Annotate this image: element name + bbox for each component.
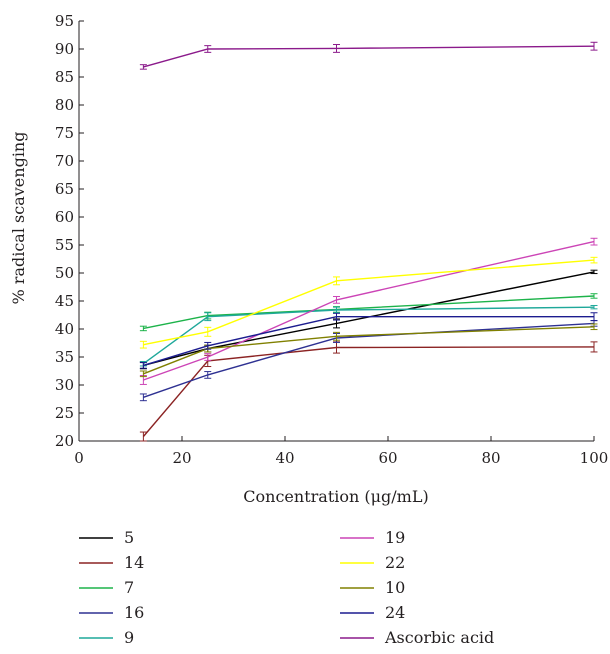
x-tick-label: 60 [378, 449, 397, 467]
y-axis-title: % radical scavenging [9, 132, 28, 305]
series-line [143, 45, 595, 68]
legend-label: 19 [385, 528, 405, 547]
x-tick-label: 20 [172, 449, 191, 467]
legend: 5 14 7 16 9 19 22 10 24 Ascorbic acid [79, 528, 494, 647]
y-tick-label: 80 [55, 96, 74, 114]
series-line [142, 306, 595, 365]
y-tick-label: 55 [55, 236, 74, 254]
legend-label: 9 [124, 628, 134, 647]
y-tick-label: 65 [55, 180, 74, 198]
legend-label: 14 [124, 553, 144, 572]
legend-label: 22 [385, 553, 405, 572]
legend-label: 24 [385, 603, 405, 622]
y-tick-label: 90 [55, 40, 74, 58]
series-19 [139, 237, 598, 385]
series-line [143, 326, 595, 375]
y-tick-label: 95 [55, 12, 74, 30]
x-axis-ticks: 0 20 40 60 80 100 [74, 436, 608, 467]
legend-label: 5 [124, 528, 134, 547]
y-tick-label: 30 [55, 376, 74, 394]
y-tick-label: 85 [55, 68, 74, 86]
series-line [142, 346, 595, 437]
legend-label: 16 [124, 603, 144, 622]
series-ascorbic-acid [139, 41, 598, 70]
legend-label: Ascorbic acid [384, 628, 494, 647]
series-line [143, 259, 595, 346]
y-tick-label: 60 [55, 208, 74, 226]
y-axis-ticks: 20 25 30 35 40 45 50 55 60 65 70 75 80 85 90 95 [55, 12, 84, 450]
series-layer [139, 41, 598, 442]
y-tick-label: 45 [55, 292, 74, 310]
series-line [143, 295, 595, 330]
series-line [143, 316, 594, 367]
y-tick-label: 75 [55, 124, 74, 142]
series-line [143, 271, 595, 367]
y-tick-label: 25 [55, 404, 74, 422]
y-tick-label: 70 [55, 152, 74, 170]
x-tick-label: 40 [275, 449, 294, 467]
legend-label: 10 [385, 578, 405, 597]
series-7 [139, 293, 598, 332]
y-tick-label: 35 [55, 348, 74, 366]
series-line [143, 240, 595, 381]
series-22 [139, 256, 598, 349]
series-line [143, 322, 595, 398]
x-axis-title: Concentration (μg/mL) [243, 487, 428, 506]
x-tick-label: 80 [481, 449, 500, 467]
y-tick-label: 20 [55, 432, 74, 450]
series-24 [139, 312, 598, 369]
legend-label: 7 [124, 578, 134, 597]
x-tick-label: 100 [580, 449, 609, 467]
y-tick-label: 50 [55, 264, 74, 282]
y-tick-label: 40 [55, 320, 74, 338]
x-tick-label: 0 [74, 449, 84, 467]
